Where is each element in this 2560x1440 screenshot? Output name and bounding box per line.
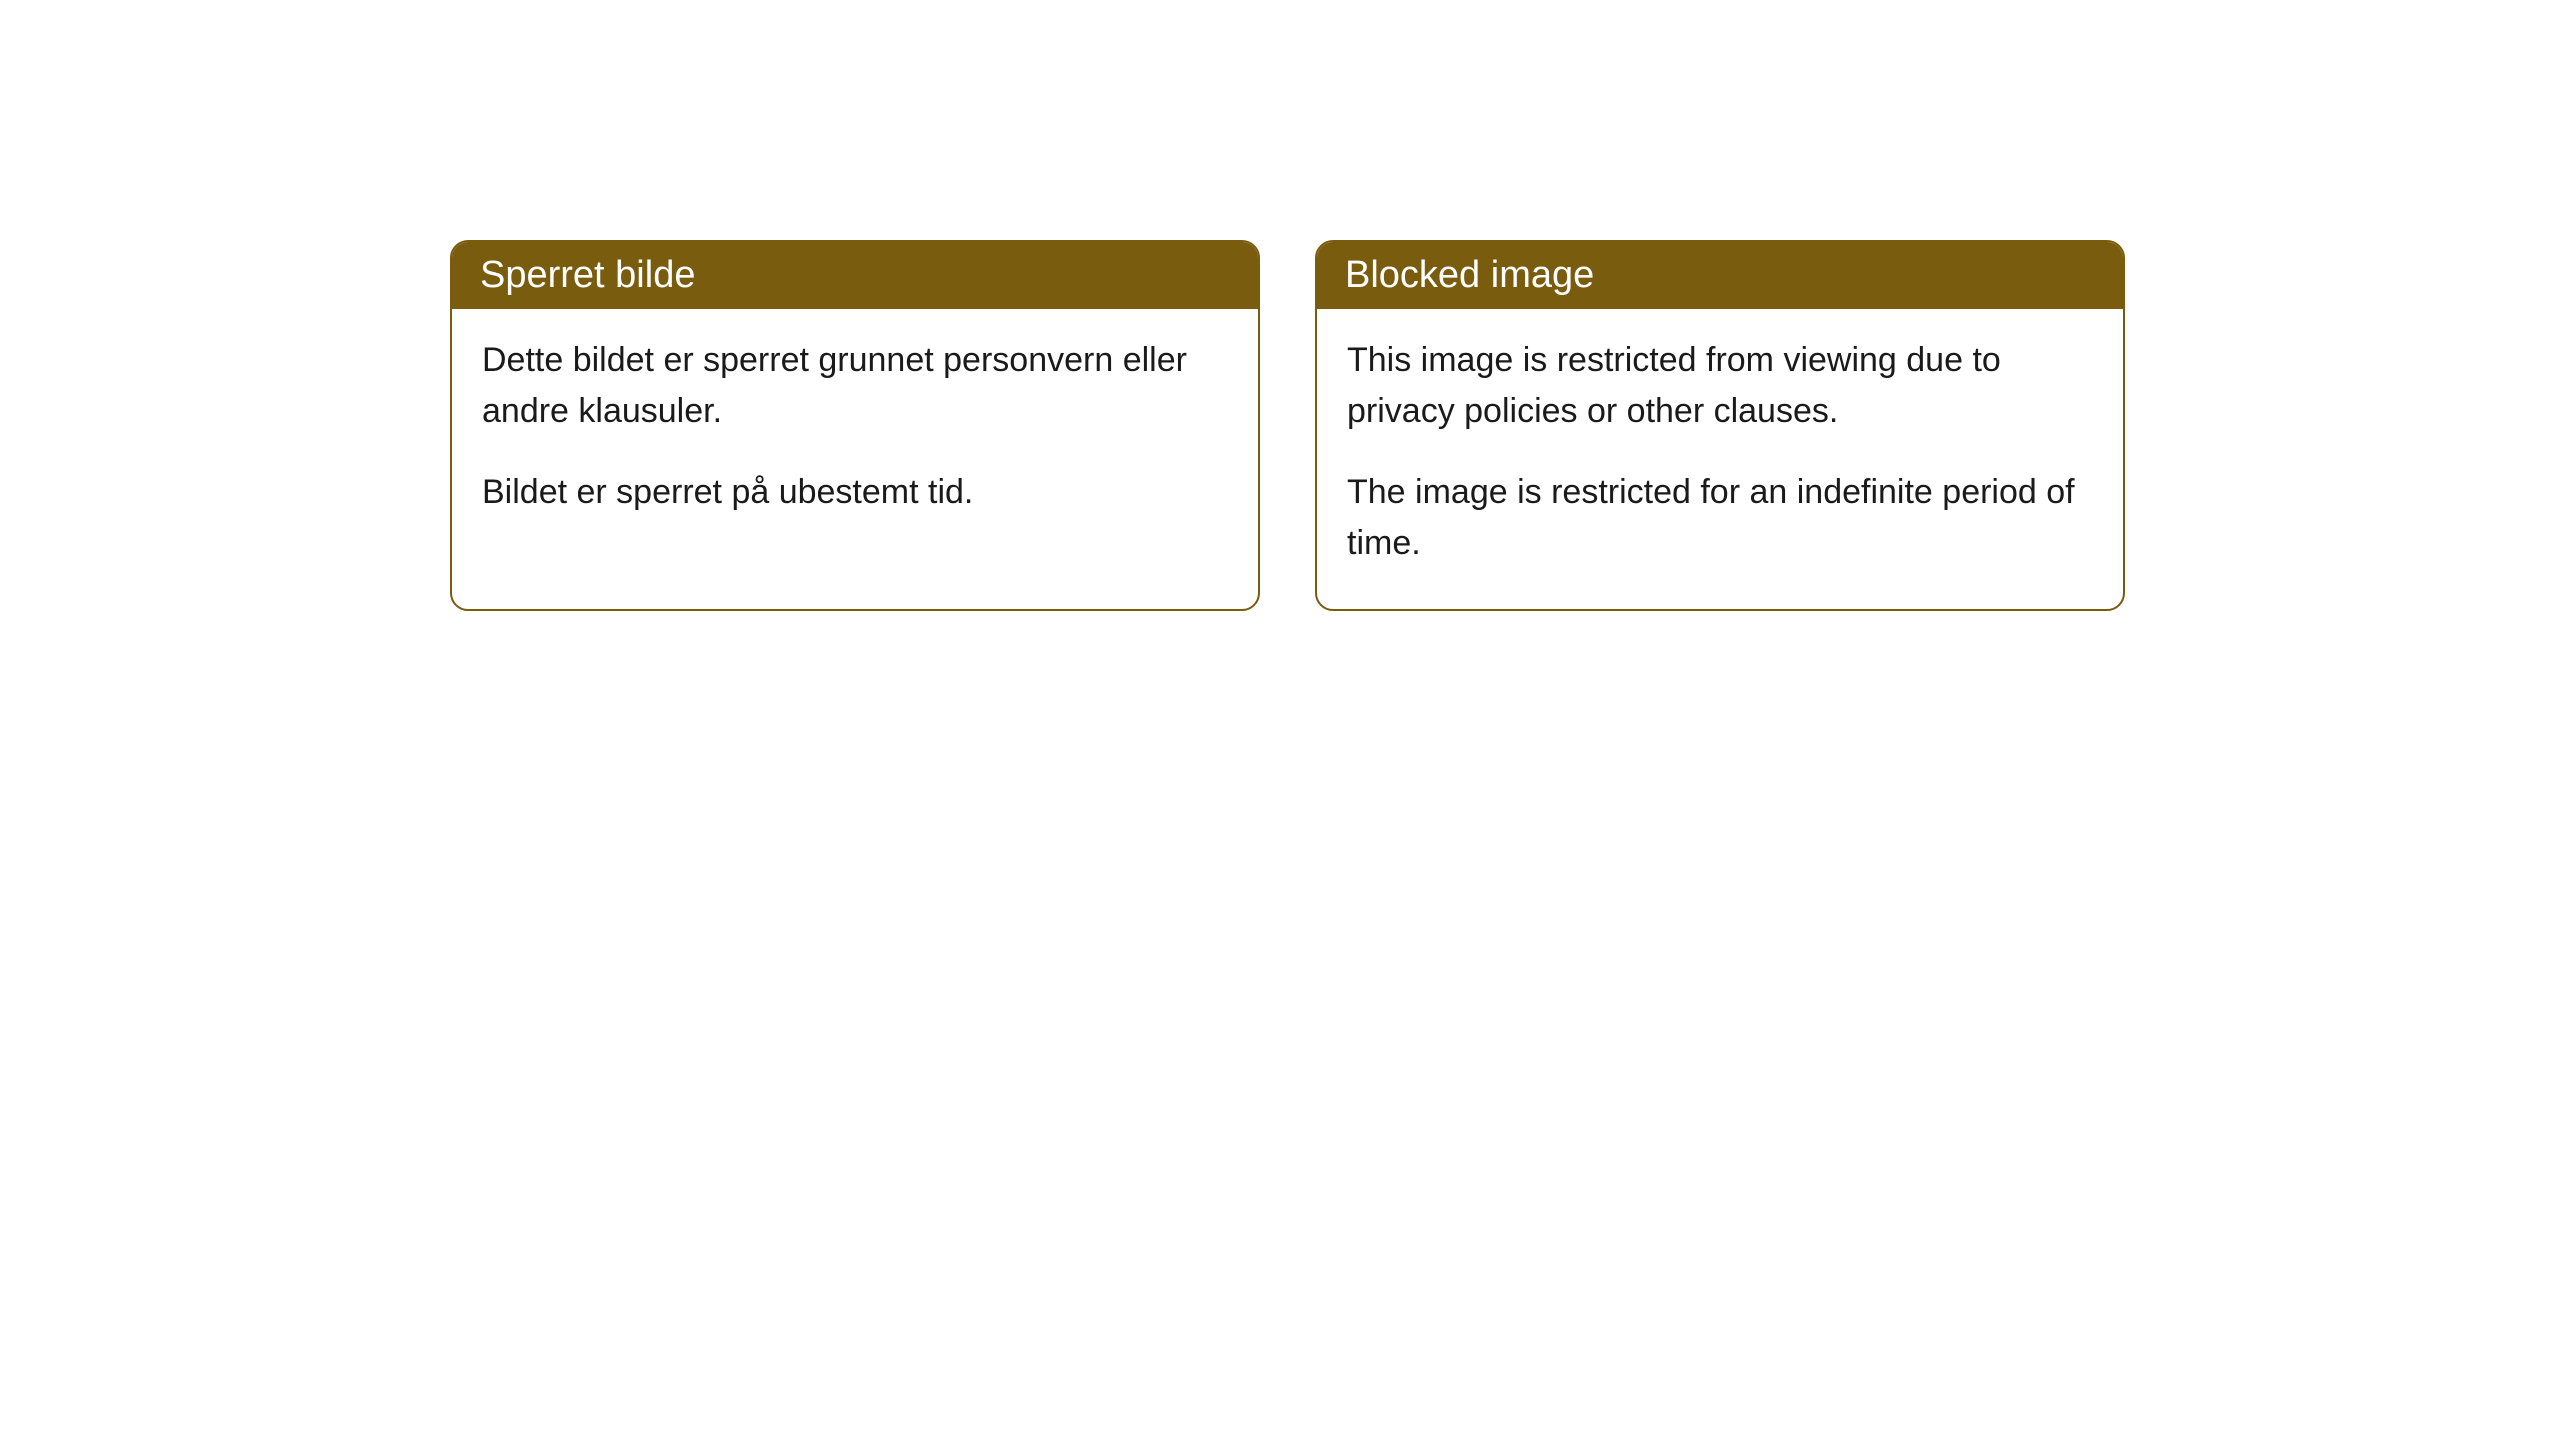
card-paragraph-1: Dette bildet er sperret grunnet personve… — [482, 335, 1228, 437]
card-body-english: This image is restricted from viewing du… — [1317, 309, 2123, 609]
blocked-image-card-english: Blocked image This image is restricted f… — [1315, 240, 2125, 611]
card-body-norwegian: Dette bildet er sperret grunnet personve… — [452, 309, 1258, 558]
card-header-english: Blocked image — [1317, 242, 2123, 309]
card-paragraph-2: The image is restricted for an indefinit… — [1347, 467, 2093, 569]
card-paragraph-1: This image is restricted from viewing du… — [1347, 335, 2093, 437]
blocked-image-card-norwegian: Sperret bilde Dette bildet er sperret gr… — [450, 240, 1260, 611]
card-header-norwegian: Sperret bilde — [452, 242, 1258, 309]
card-paragraph-2: Bildet er sperret på ubestemt tid. — [482, 467, 1228, 518]
notice-cards-container: Sperret bilde Dette bildet er sperret gr… — [450, 240, 2125, 611]
